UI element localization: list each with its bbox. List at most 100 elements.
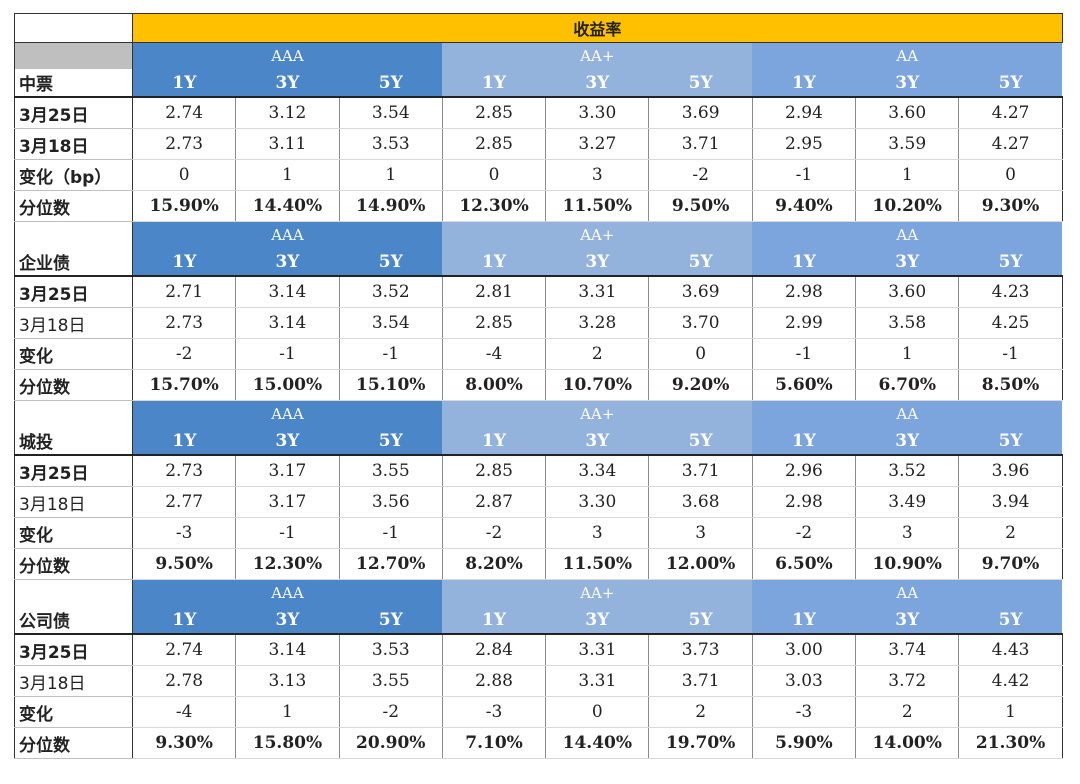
tenor-header-row: 公司债 1Y 3Y 5Y 1Y 3Y 5Y 1Y 3Y 5Y: [14, 606, 1063, 634]
tenor-label: 5Y: [648, 427, 753, 455]
table-cell: 2.77: [132, 486, 237, 518]
rating-label: [339, 579, 443, 606]
tenor-label: 3Y: [235, 69, 340, 97]
table-body: 收益率 AAA AA+ AA 中票 1Y 3Y 5Y 1Y 3Y 5Y 1Y 3Y 5Y 3月25日 2.7…: [14, 13, 1063, 759]
table-cell: 3.31: [545, 634, 650, 666]
table-row: 分位数 9.50% 12.30% 12.70% 8.20% 11.50% 12.00% 6.5…: [14, 548, 1063, 580]
rating-label: AA+: [545, 400, 649, 427]
table-row: 3月18日 2.73 3.11 3.53 2.85 3.27 3.71 2.95 3.59 4.2…: [14, 128, 1063, 160]
table-cell: 0: [648, 338, 753, 370]
table-cell: 4.27: [958, 128, 1063, 160]
row-label: 变化: [14, 338, 133, 370]
table-cell: 2.98: [752, 486, 857, 518]
table-cell: 12.30%: [235, 548, 340, 580]
rating-label: [752, 579, 856, 606]
table-cell: 10.70%: [545, 369, 650, 401]
table-row: 3月25日 2.71 3.14 3.52 2.81 3.31 3.69 2.98 3.60 4.2…: [14, 276, 1063, 308]
rating-label: [339, 400, 443, 427]
table-cell: 11.50%: [545, 190, 650, 222]
tenor-label: 5Y: [958, 248, 1063, 276]
rating-label: [648, 579, 753, 606]
tenor-label: 3Y: [545, 606, 649, 634]
rating-label: [648, 42, 753, 69]
table-row: 3月25日 2.74 3.14 3.53 2.84 3.31 3.73 3.00 3.74 4.4…: [14, 634, 1063, 666]
table-cell: 3.49: [855, 486, 960, 518]
table-cell: 10.90%: [855, 548, 960, 580]
tenor-label: 3Y: [235, 606, 340, 634]
row-label: 3月18日: [14, 486, 133, 518]
table-cell: 3.69: [648, 276, 753, 308]
rating-label: [752, 221, 856, 248]
table-cell: 3.31: [545, 276, 650, 308]
table-cell: -1: [339, 517, 443, 549]
row-label: 变化: [14, 517, 133, 549]
table-cell: 2.85: [442, 307, 547, 339]
rating-header-row: AAA AA+ AA: [14, 400, 1063, 427]
group-header-blank: [14, 579, 133, 606]
table-cell: 5.60%: [752, 369, 857, 401]
rating-label: [132, 221, 236, 248]
tenor-label: 3Y: [235, 427, 340, 455]
group-header-blank: [14, 42, 133, 69]
tenor-label: 5Y: [339, 427, 443, 455]
table-cell: 2.85: [442, 128, 547, 160]
table-cell: 8.50%: [958, 369, 1063, 401]
rating-label: AAA: [235, 221, 340, 248]
rating-label: [442, 221, 546, 248]
table-cell: 2.74: [132, 634, 237, 666]
rating-label: AA: [855, 42, 959, 69]
rating-label: AA+: [545, 42, 649, 69]
table-cell: 1: [235, 159, 340, 191]
tenor-label: 3Y: [545, 248, 649, 276]
rating-label: [752, 400, 856, 427]
rating-label: [442, 42, 546, 69]
table-cell: 3.53: [339, 634, 443, 666]
table-cell: 15.80%: [235, 727, 340, 759]
tenor-label: 1Y: [442, 606, 546, 634]
tenor-label: 1Y: [752, 248, 856, 276]
table-row: 3月25日 2.74 3.12 3.54 2.85 3.30 3.69 2.94 3.60 4.2…: [14, 97, 1063, 129]
tenor-label: 3Y: [545, 427, 649, 455]
tenor-label: 1Y: [752, 427, 856, 455]
tenor-label: 5Y: [339, 69, 443, 97]
table-cell: 3.96: [958, 455, 1063, 487]
rating-label: [132, 42, 236, 69]
table-cell: 3.11: [235, 128, 340, 160]
rating-label: [339, 221, 443, 248]
rating-label: [648, 400, 753, 427]
table-row: 3月18日 2.77 3.17 3.56 2.87 3.30 3.68 2.98 3.49 3.9…: [14, 486, 1063, 518]
table-row: 分位数 9.30% 15.80% 20.90% 7.10% 14.40% 19.70% 5.9…: [14, 727, 1063, 759]
rating-label: [339, 42, 443, 69]
table-cell: -2: [442, 517, 547, 549]
table-cell: 9.50%: [132, 548, 237, 580]
group-header-blank: [14, 400, 133, 427]
table-cell: 2.99: [752, 307, 857, 339]
table-cell: -1: [235, 517, 340, 549]
table-row: 3月18日 2.73 3.14 3.54 2.85 3.28 3.70 2.99 3.58 4.2…: [14, 307, 1063, 339]
table-row: 3月18日 2.78 3.13 3.55 2.88 3.31 3.71 3.03 3.72 4.4…: [14, 665, 1063, 697]
rating-label: AA+: [545, 221, 649, 248]
table-cell: 8.20%: [442, 548, 547, 580]
table-cell: 3.71: [648, 455, 753, 487]
table-cell: 0: [442, 159, 547, 191]
table-cell: 2: [958, 517, 1063, 549]
table-cell: 6.50%: [752, 548, 857, 580]
group-header-blank: [14, 221, 133, 248]
table-cell: 3.58: [855, 307, 960, 339]
table-cell: 14.40%: [235, 190, 340, 222]
table-cell: 3.17: [235, 455, 340, 487]
table-cell: 3.17: [235, 486, 340, 518]
yield-table: 收益率 AAA AA+ AA 中票 1Y 3Y 5Y 1Y 3Y 5Y 1Y 3Y 5Y 3月25日 2.7…: [14, 13, 1063, 759]
table-cell: -3: [752, 696, 857, 728]
tenor-label: 3Y: [235, 248, 340, 276]
table-cell: 3.55: [339, 665, 443, 697]
table-cell: 15.70%: [132, 369, 237, 401]
table-cell: 3.68: [648, 486, 753, 518]
tenor-label: 1Y: [442, 248, 546, 276]
tenor-label: 5Y: [958, 69, 1063, 97]
table-cell: 12.00%: [648, 548, 753, 580]
table-cell: 4.43: [958, 634, 1063, 666]
table-cell: 3.14: [235, 634, 340, 666]
table-cell: 3.60: [855, 276, 960, 308]
rating-header-row: AAA AA+ AA: [14, 221, 1063, 248]
